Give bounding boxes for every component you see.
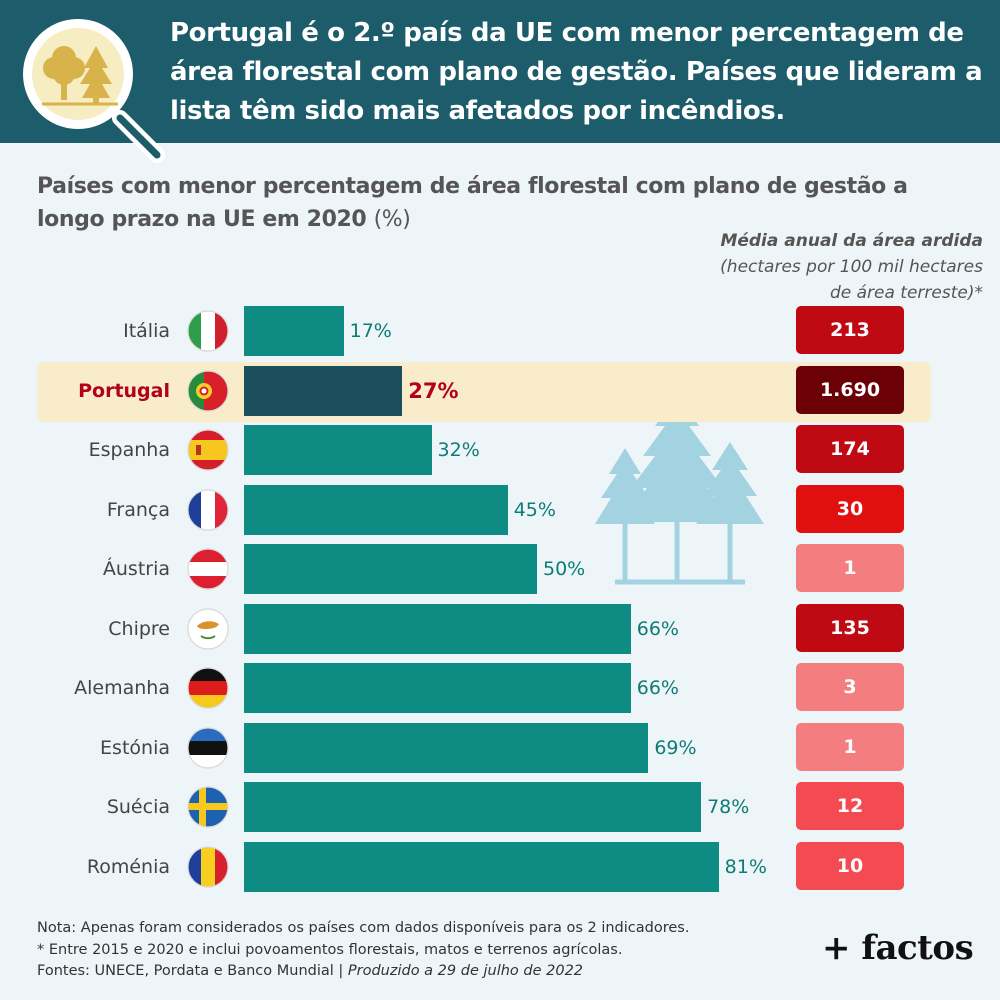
note-line: Nota: Apenas foram considerados os paíse… [37,920,690,936]
bar-value-label: 81% [724,855,767,878]
burned-area-badge: 1 [796,722,904,771]
bar [244,841,719,892]
burned-area-badge: 213 [796,306,904,354]
bar [244,365,403,416]
flag-france-icon [187,488,229,531]
burned-area-header: Média anual da área ardida (hectares por… [663,228,983,306]
country-label: Portugal [78,379,170,402]
flag-estonia-icon [187,726,229,769]
burned-area-unit-line1: (hectares por 100 mil hectares [720,257,983,277]
flag-germany-icon [187,667,229,709]
subtitle-unit: (%) [373,207,411,232]
flag-austria-icon [187,548,229,590]
country-label: Áustria [102,558,170,580]
flag-portugal-icon [187,369,229,412]
pine-trees-icon [595,394,764,585]
bar [244,722,649,773]
flag-italy-icon [187,310,229,352]
subtitle-text: Países com menor percentagem de área flo… [37,174,908,232]
footnotes: Nota: Apenas foram considerados os paíse… [37,918,797,983]
magnifier-forest-icon [23,19,165,163]
burned-area-badge: 30 [796,484,904,533]
country-label: Roménia [86,855,170,878]
bar-value-label: 27% [408,378,459,403]
chart-row: Áustria 50% 1 [0,544,1000,594]
bar-value-label: 78% [707,796,750,818]
burned-area-badge: 174 [796,425,904,473]
burned-area-title: Média anual da área ardida [720,231,983,251]
country-label: Itália [123,320,170,342]
burned-area-badge: 1 [796,544,904,592]
chart-row: Itália 17% 213 [0,306,1000,356]
produced-date: Produzido a 29 de julho de 2022 [347,963,584,979]
banner-title: Portugal é o 2.º país da UE com menor pe… [170,18,983,126]
chart-row: Chipre 66% 135 [0,603,1000,654]
country-label: Suécia [106,796,170,818]
country-label: Chipre [108,617,170,640]
country-label: França [106,498,170,521]
bar-value-label: 50% [543,558,586,580]
chart-row: Roménia 81% 10 [0,841,1000,892]
bar [244,782,702,832]
sources-text: Fontes: UNECE, Pordata e Banco Mundial | [37,963,344,979]
bar [244,603,631,654]
bar [244,306,344,356]
bar [244,663,631,713]
flag-cyprus-icon [187,607,229,650]
bar-value-label: 17% [349,320,392,342]
chart-row: Suécia 78% 12 [0,782,1000,832]
country-label: Espanha [88,439,170,461]
bar [244,425,432,475]
brand-logo: + factos [822,928,974,968]
bar-value-label: 45% [513,498,556,521]
chart-row: Portugal 27% 1.690 [0,365,1000,416]
flag-spain-icon [187,429,229,471]
chart-row: Espanha 32% 174 [0,425,1000,475]
header-banner: Portugal é o 2.º país da UE com menor pe… [0,0,1000,163]
asterisk-note: * Entre 2015 e 2020 e inclui povoamentos… [37,941,623,958]
chart-row: França 45% 30 [0,484,1000,535]
burned-area-badge: 1.690 [796,365,904,414]
burned-area-badge: 10 [796,841,904,890]
bar [244,544,537,594]
country-label: Estónia [100,736,170,759]
flag-romania-icon [187,845,229,888]
chart-subtitle: Países com menor percentagem de área flo… [37,170,957,236]
flag-sweden-icon [187,786,229,828]
chart-row: Alemanha 66% 3 [0,663,1000,713]
country-label: Alemanha [74,677,170,699]
chart-row: Estónia 69% 1 [0,722,1000,773]
sources-line: Fontes: UNECE, Pordata e Banco Mundial |… [37,961,797,983]
bar [244,484,508,535]
burned-area-badge: 3 [796,663,904,711]
highlight-row-bg [37,362,931,422]
bar-value-label: 69% [654,736,697,759]
bar-value-label: 66% [636,617,679,640]
bar-value-label: 32% [437,439,480,461]
burned-area-badge: 12 [796,782,904,830]
burned-area-unit-line2: de área terreste)* [829,283,983,303]
bar-value-label: 66% [636,677,679,699]
burned-area-badge: 135 [796,603,904,652]
